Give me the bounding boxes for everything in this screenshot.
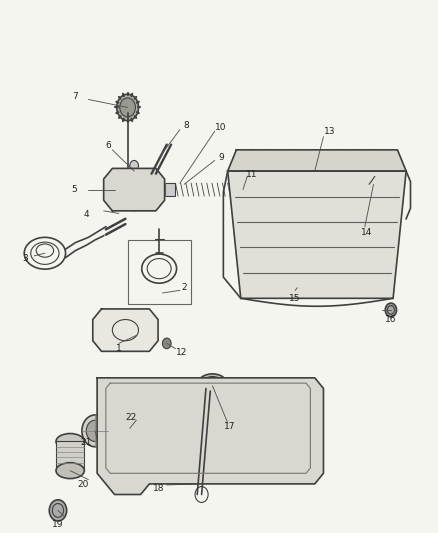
Polygon shape [228, 150, 406, 171]
Text: 20: 20 [78, 480, 89, 489]
Text: 17: 17 [224, 422, 236, 431]
Circle shape [130, 160, 138, 171]
Text: 21: 21 [81, 438, 92, 447]
Text: 16: 16 [385, 315, 397, 324]
Text: 10: 10 [215, 123, 227, 132]
Circle shape [117, 94, 138, 120]
Circle shape [240, 183, 251, 196]
Text: 3: 3 [22, 254, 28, 263]
Polygon shape [228, 171, 406, 298]
Circle shape [86, 420, 104, 441]
Circle shape [385, 303, 396, 317]
Bar [165, 183, 176, 196]
Text: 9: 9 [218, 154, 224, 163]
Text: 4: 4 [84, 210, 89, 219]
Ellipse shape [56, 433, 84, 449]
Circle shape [49, 500, 67, 521]
Text: 22: 22 [125, 413, 137, 422]
Circle shape [127, 190, 141, 206]
Text: 5: 5 [72, 185, 78, 194]
Circle shape [116, 411, 144, 446]
Circle shape [82, 415, 108, 447]
Circle shape [112, 183, 122, 196]
Circle shape [370, 171, 377, 180]
Text: 12: 12 [177, 348, 188, 357]
Text: 6: 6 [105, 141, 111, 150]
Bar [127, 240, 191, 304]
Text: 8: 8 [184, 122, 189, 131]
Text: 11: 11 [246, 170, 258, 179]
Ellipse shape [56, 463, 84, 479]
Polygon shape [104, 168, 165, 211]
Circle shape [388, 306, 394, 314]
Circle shape [162, 338, 171, 349]
Text: 13: 13 [324, 127, 336, 136]
Ellipse shape [198, 374, 226, 392]
Text: 14: 14 [361, 228, 373, 237]
Text: 1: 1 [116, 344, 122, 353]
Text: 2: 2 [181, 283, 187, 292]
Bar [56, 441, 84, 471]
Polygon shape [97, 378, 323, 495]
Polygon shape [93, 309, 158, 351]
Circle shape [120, 98, 135, 117]
Text: 18: 18 [153, 483, 165, 492]
Text: 15: 15 [290, 294, 301, 303]
Text: 19: 19 [52, 520, 64, 529]
Text: 7: 7 [73, 92, 78, 101]
Circle shape [276, 440, 310, 480]
